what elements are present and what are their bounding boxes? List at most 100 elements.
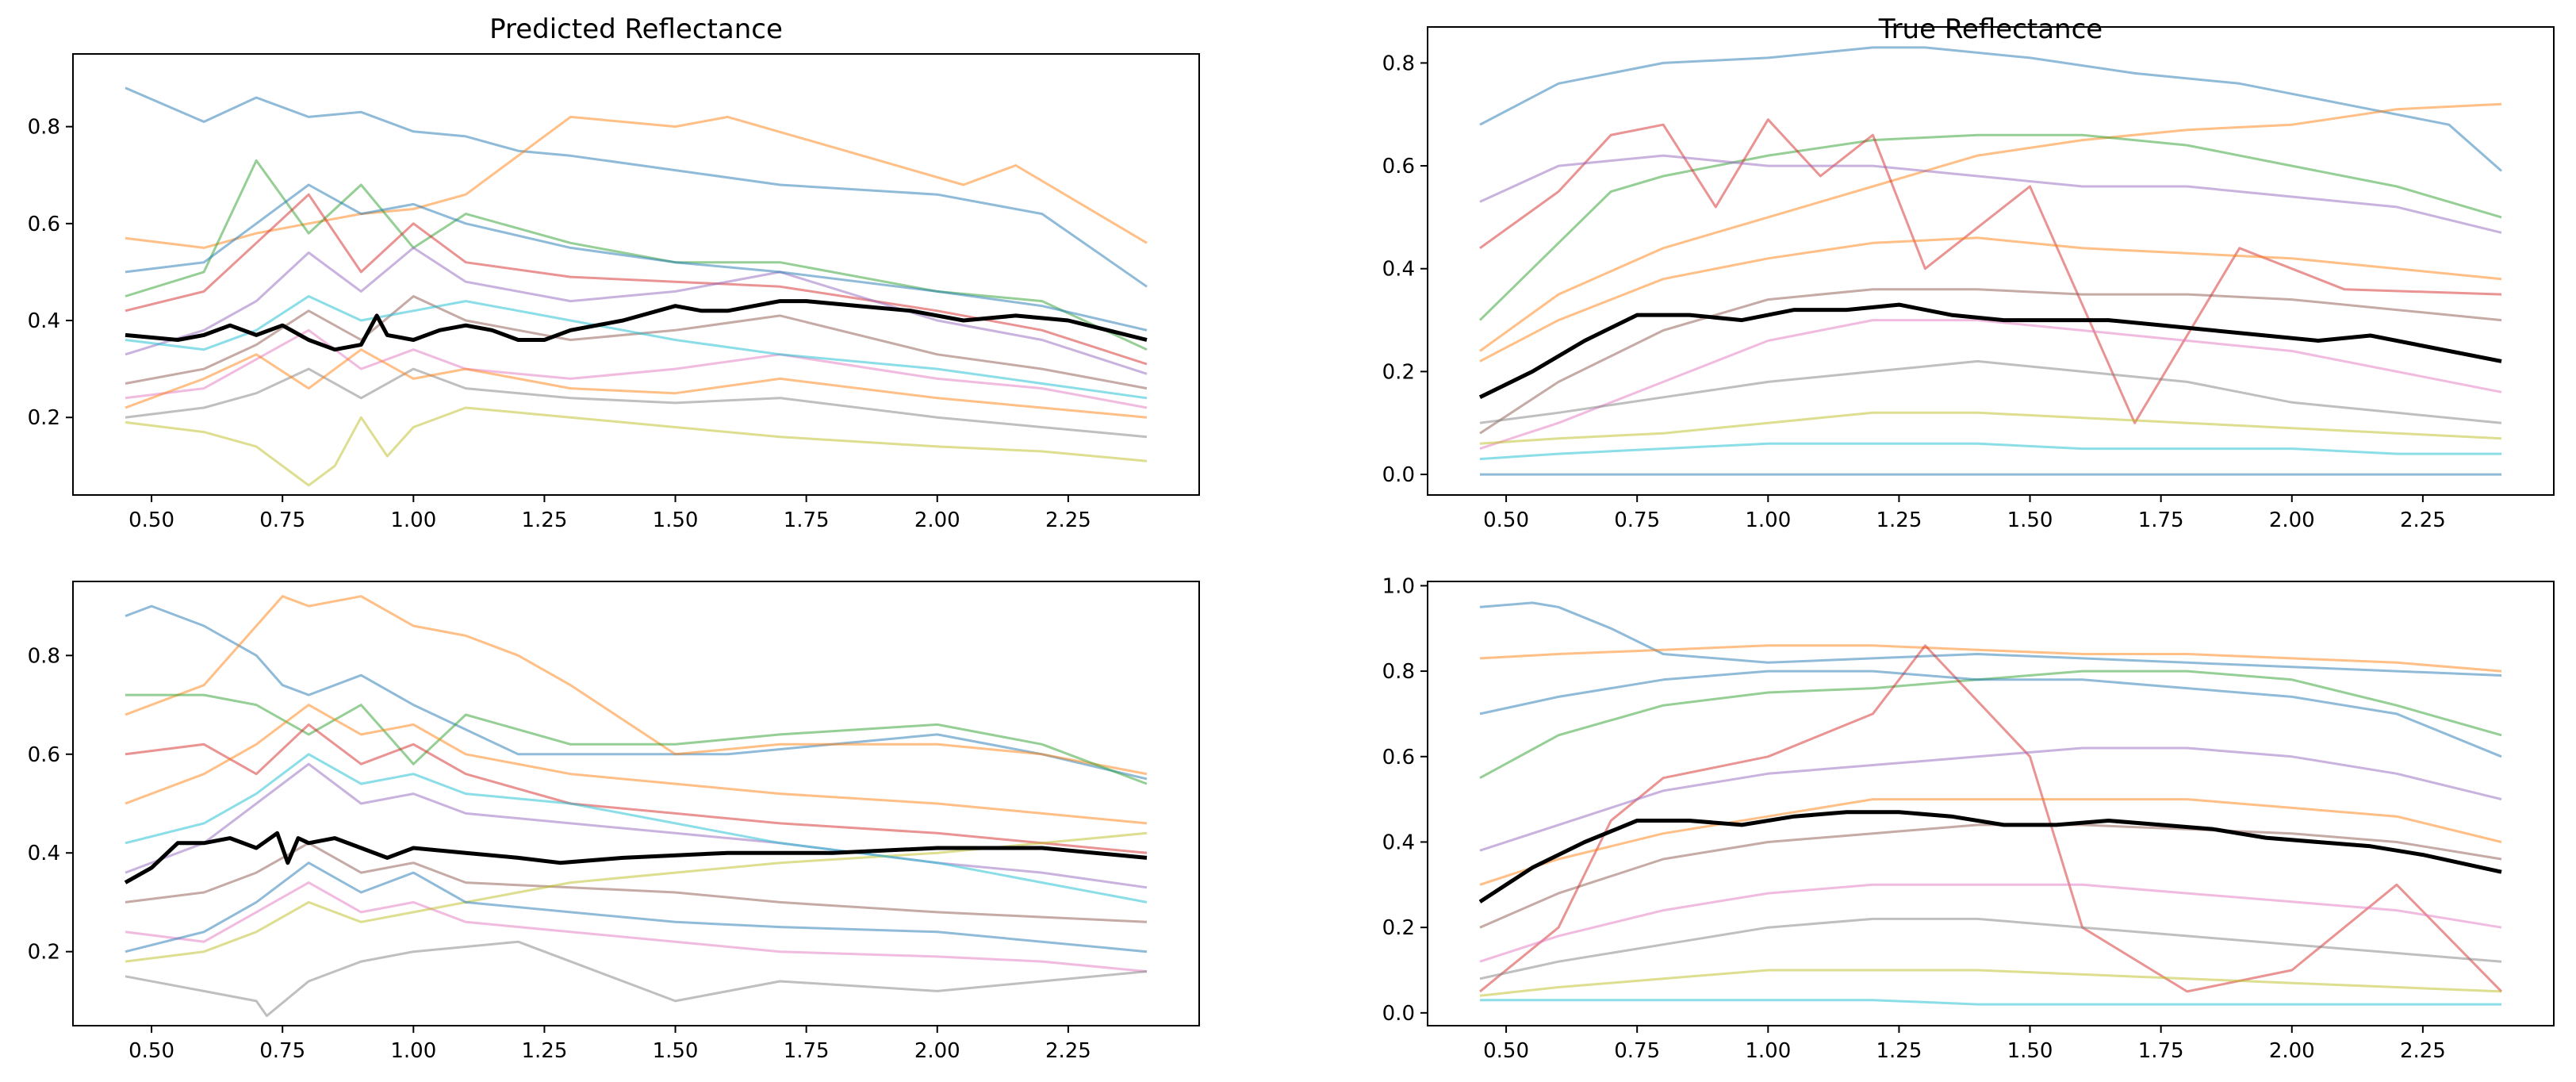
series-line-sample-3 [1479, 670, 2502, 780]
x-tick-label: 0.75 [259, 1039, 305, 1063]
panel-true-top: True Reflectance 0.50 0.75 1.00 1.25 1.50 1.7… [1382, 13, 2555, 532]
x-tick-label: 1.50 [653, 508, 699, 532]
x-tick-label: 0.75 [259, 508, 305, 532]
series-line-sample-2 [1479, 102, 2502, 352]
series-group [1478, 601, 2503, 1006]
series-line-sample-11 [125, 183, 1148, 332]
y-tick-label: 0.6 [1382, 155, 1415, 178]
y-tick-label: 0.8 [28, 116, 60, 140]
x-tick-label: 1.25 [521, 508, 567, 532]
series-line-sample-8 [125, 367, 1148, 439]
y-tick-label: 0.2 [1382, 916, 1415, 940]
series-group [1478, 46, 2502, 476]
series-line-sample-8 [1479, 359, 2502, 424]
series-line-sample-11 [1479, 670, 2502, 758]
mean-line [1478, 810, 2502, 904]
x-tick-label: 2.25 [2400, 1039, 2446, 1063]
y-tick-label: 0.2 [28, 406, 60, 430]
panel-title: True Reflectance [1878, 13, 2103, 45]
y-tick-label: 0.4 [28, 842, 60, 865]
x-tick-label: 0.50 [128, 508, 174, 532]
y-tick-label: 0.8 [1382, 52, 1415, 75]
series-line-sample-7 [125, 881, 1148, 973]
x-tick-label: 2.25 [1045, 508, 1091, 532]
y-tick-label: 0.8 [28, 644, 60, 668]
y-tick-label: 0.6 [28, 213, 60, 236]
series-line-sample-4 [1479, 644, 2503, 993]
x-tick-label: 1.50 [653, 1039, 699, 1063]
x-tick-label: 1.00 [390, 1039, 436, 1063]
y-tick-label: 0.2 [1382, 360, 1415, 384]
axes-frame [1427, 26, 2555, 496]
x-tick-label: 1.00 [1745, 508, 1791, 532]
x-tick-label: 0.50 [1483, 508, 1529, 532]
axes-frame [1427, 581, 2555, 1026]
series-line-sample-6 [1479, 823, 2502, 929]
x-tick-label: 1.75 [2138, 508, 2184, 532]
series-line-sample-8 [125, 940, 1148, 1018]
x-tick-label: 0.75 [1614, 1039, 1660, 1063]
x-tick-label: 1.75 [784, 508, 830, 532]
x-tick-label: 1.25 [1876, 508, 1922, 532]
mean-line [124, 831, 1148, 884]
series-line-sample-11 [125, 861, 1148, 953]
series-line-sample-9 [1479, 411, 2502, 445]
series-line-sample-12 [125, 348, 1148, 419]
x-tick-label: 2.25 [1045, 1039, 1091, 1063]
series-line-sample-12 [125, 704, 1148, 825]
series-line-sample-5 [1479, 746, 2502, 852]
panel-true-bottom: 0.50 0.75 1.00 1.25 1.50 1.75 2.00 2.25 0.0 0.2 0.… [1382, 574, 2555, 1063]
series-line-sample-9 [125, 406, 1148, 487]
x-tick-label: 0.50 [128, 1039, 174, 1063]
y-tick-label: 0.8 [1382, 660, 1415, 684]
series-line-sample-4 [1479, 118, 2502, 424]
x-tick-label: 0.50 [1483, 1039, 1529, 1063]
y-tick-label: 0.4 [1382, 831, 1415, 854]
series-line-sample-3 [125, 693, 1148, 785]
panel-title: Predicted Reflectance [489, 13, 783, 45]
panel-predicted-bottom: 0.50 0.75 1.00 1.25 1.50 1.75 2.00 2.25 0.2 0.4 0.… [28, 581, 1200, 1063]
mean-line [125, 299, 1148, 352]
mean-line [1478, 302, 2502, 400]
x-tick-label: 2.25 [2400, 508, 2446, 532]
series-line-sample-2 [125, 115, 1148, 249]
series-line-sample-2 [1479, 644, 2502, 673]
x-tick-label: 2.00 [2269, 1039, 2315, 1063]
y-tick-label: 0.6 [28, 743, 60, 767]
y-tick-label: 0.2 [28, 941, 60, 965]
panel-predicted-top: Predicted Reflectance 0.50 0.75 1.00 1.25 1.… [28, 13, 1200, 532]
axes-frame [72, 581, 1200, 1026]
series-line-sample-12 [1479, 236, 2502, 363]
x-tick-label: 1.25 [1876, 1039, 1922, 1063]
series-line-sample-1 [125, 86, 1148, 288]
x-tick-label: 2.00 [914, 508, 960, 532]
x-tick-label: 1.00 [1745, 1039, 1791, 1063]
y-tick-label: 0.4 [1382, 258, 1415, 282]
series-line-sample-6 [125, 295, 1148, 390]
series-line-sample-7 [1479, 883, 2502, 963]
series-group [124, 595, 1148, 1018]
series-line-sample-8 [1479, 917, 2502, 980]
series-line-sample-10 [125, 295, 1148, 400]
series-line-sample-6 [1479, 288, 2502, 435]
series-line-sample-4 [125, 723, 1148, 854]
series-line-sample-5 [125, 762, 1148, 889]
series-line-sample-5 [125, 246, 1148, 375]
y-tick-label: 0.0 [1382, 463, 1415, 487]
y-tick-label: 0.4 [28, 309, 60, 333]
x-tick-label: 1.25 [521, 1039, 567, 1063]
series-line-sample-5 [1479, 154, 2502, 234]
x-tick-label: 1.75 [784, 1039, 830, 1063]
series-line-sample-10 [1480, 999, 2501, 1006]
series-line-sample-1 [1479, 601, 2502, 677]
series-group [125, 86, 1148, 487]
x-tick-label: 1.50 [2007, 1039, 2053, 1063]
series-line-sample-2 [125, 595, 1148, 776]
y-tick-label: 1.0 [1382, 574, 1415, 598]
series-line-sample-1 [125, 604, 1148, 781]
series-line-sample-9 [1479, 969, 2502, 997]
series-line-sample-12 [1479, 798, 2502, 886]
x-tick-label: 1.75 [2138, 1039, 2184, 1063]
y-tick-label: 0.0 [1382, 1002, 1415, 1026]
